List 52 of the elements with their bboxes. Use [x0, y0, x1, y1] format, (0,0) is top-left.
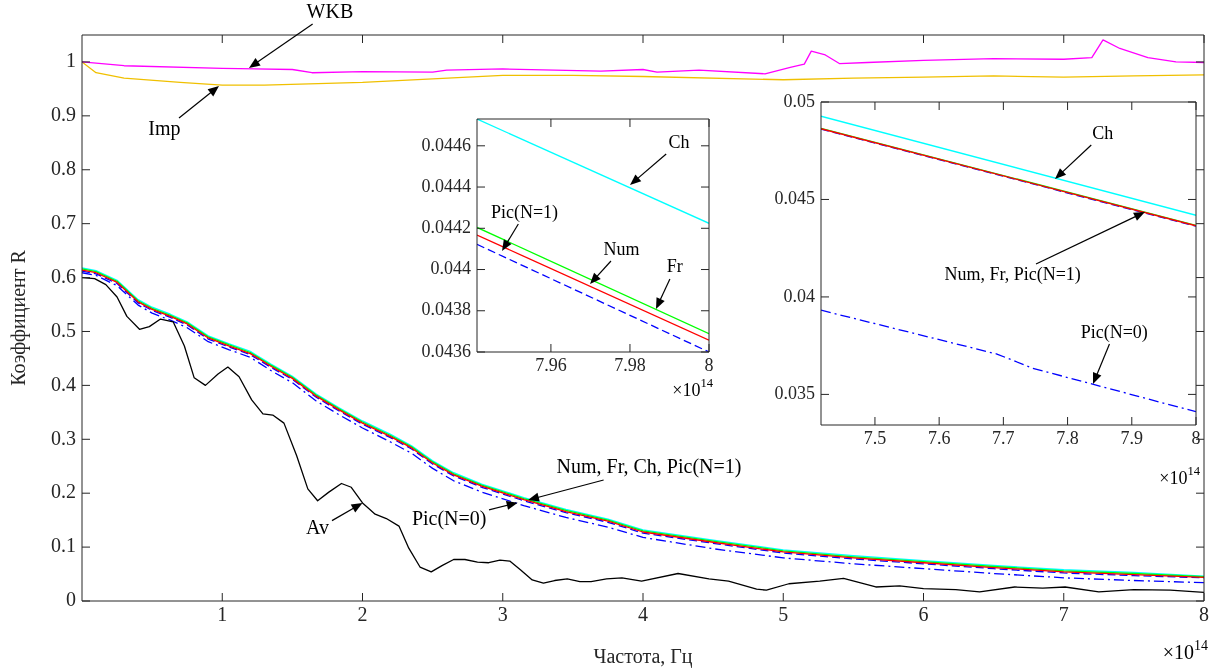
annotation: WKB — [306, 0, 354, 22]
y-tick-label: 0.0438 — [421, 299, 471, 320]
x-tick-label: 2 — [357, 603, 368, 626]
y-tick-label: 0.4 — [51, 372, 76, 395]
y-tick-label: 0.8 — [51, 157, 76, 180]
y-tick-label: 0.04 — [783, 285, 815, 306]
x-tick-label: 7.9 — [1120, 427, 1144, 448]
x-tick-label: 8 — [1199, 603, 1209, 626]
annotation: Av — [306, 516, 329, 539]
x-tick-label: 7.96 — [535, 354, 567, 375]
y-tick-label: 0.5 — [51, 318, 76, 341]
x-tick-label: 7.5 — [863, 427, 887, 448]
y-tick-label: 0.045 — [774, 188, 815, 209]
y-tick-label: 0.3 — [51, 426, 76, 449]
y-tick-label: 1 — [66, 49, 76, 72]
y-tick-label: 0 — [66, 588, 76, 611]
y-tick-label: 0.7 — [51, 210, 76, 233]
annotation: Ch — [668, 131, 690, 152]
annotation: Pic(N=0) — [411, 507, 487, 531]
y-tick-label: 0.05 — [783, 90, 815, 111]
x-tick-label: 7.6 — [927, 427, 951, 448]
y-tick-label: 0.0446 — [421, 134, 471, 155]
y-axis-title: Коэффициент R — [7, 249, 31, 386]
y-tick-label: 0.9 — [51, 103, 76, 126]
y-tick-label: 0.0436 — [421, 340, 471, 361]
x-tick-label: 3 — [497, 603, 508, 626]
x-tick-label: 8 — [1191, 427, 1201, 448]
x-tick-label: 7.7 — [992, 427, 1015, 448]
x-tick-label: 4 — [638, 603, 648, 626]
annotation: Num, Fr, Ch, Pic(N=1) — [556, 454, 742, 478]
annotation: Pic(N=1) — [490, 201, 559, 223]
y-tick-label: 0.044 — [430, 258, 471, 279]
x-tick-label: 7 — [1058, 603, 1069, 626]
x-tick-label: 7.98 — [614, 354, 646, 375]
annotation: Fr — [666, 256, 683, 277]
y-tick-label: 0.035 — [774, 383, 815, 404]
x-tick-label: 1 — [217, 603, 228, 626]
annotation: Pic(N=0) — [1080, 321, 1148, 343]
y-tick-label: 0.2 — [51, 480, 76, 503]
y-tick-label: 0.0442 — [421, 217, 471, 238]
y-tick-label: 0.1 — [51, 534, 76, 557]
x-axis-title: Частота, Гц — [593, 645, 693, 669]
y-tick-label: 0.0444 — [421, 175, 471, 196]
x-tick-label: 6 — [918, 603, 929, 626]
annotation: Ch — [1092, 122, 1114, 143]
annotation: Num, Fr, Pic(N=1) — [944, 264, 1081, 286]
y-tick-label: 0.6 — [51, 264, 76, 287]
x-tick-label: 7.8 — [1056, 427, 1079, 448]
x-tick-label: 8 — [704, 354, 714, 375]
x-tick-label: 5 — [778, 603, 789, 626]
annotation: Imp — [148, 116, 181, 140]
annotation: Num — [603, 238, 640, 259]
